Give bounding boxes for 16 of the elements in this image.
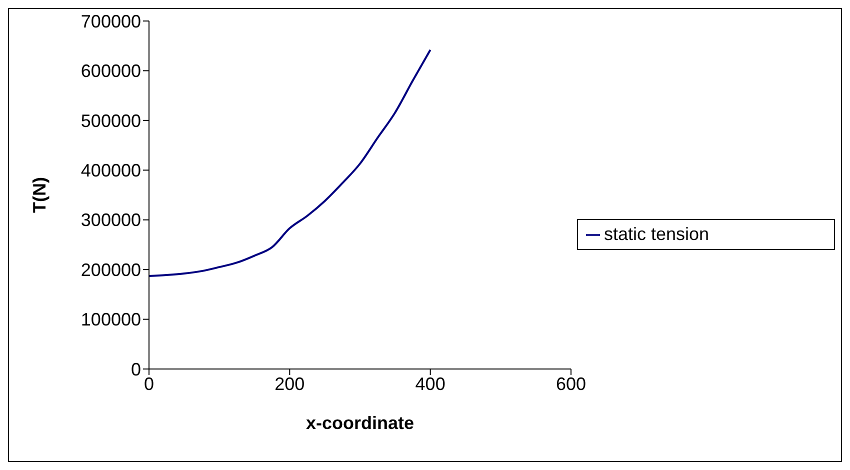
y-tick-label: 700000 xyxy=(80,11,141,32)
x-tick-label: 0 xyxy=(144,374,154,394)
legend-label: static tension xyxy=(604,224,710,244)
y-tick-label: 600000 xyxy=(80,61,141,82)
x-tick-label: 400 xyxy=(415,374,446,394)
line-series xyxy=(149,48,432,278)
y-tick-label: 500000 xyxy=(80,110,141,131)
y-tick-label: 0 xyxy=(130,359,141,380)
y-tick-label: 400000 xyxy=(80,160,141,181)
x-tick-label: 600 xyxy=(556,374,586,394)
y-tick-label: 200000 xyxy=(80,260,141,280)
x-axis-title: x-coordinate xyxy=(306,413,414,433)
y-tick-label: 100000 xyxy=(80,310,141,330)
y-tick-label: 300000 xyxy=(80,210,141,230)
x-tick-label: 200 xyxy=(274,374,305,394)
y-axis-title: T(N) xyxy=(29,177,50,213)
